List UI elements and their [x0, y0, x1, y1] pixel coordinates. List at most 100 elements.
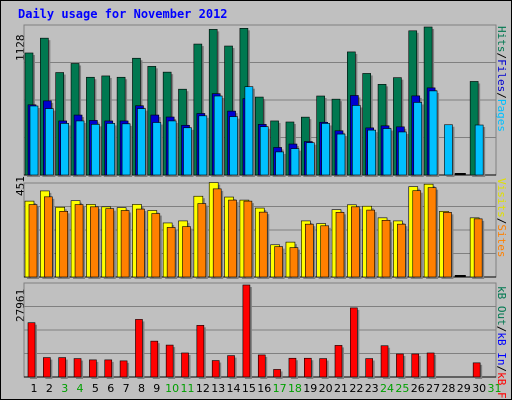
- bar-sites-17: [274, 246, 283, 278]
- x-tick-5: 5: [92, 382, 99, 395]
- bar-sites-5: [90, 206, 99, 278]
- bar-sites-1: [28, 204, 38, 278]
- x-tick-9: 9: [153, 382, 160, 395]
- bar-pages-24: [382, 128, 392, 176]
- bar-kbf-8: [135, 319, 143, 378]
- bar-kbf-17: [273, 369, 281, 378]
- bar-pages-3: [60, 123, 70, 176]
- bar-sites-21: [335, 212, 345, 278]
- bar-sites-6: [105, 208, 115, 278]
- bar-sites-8: [136, 208, 145, 278]
- x-tick-19: 19: [303, 382, 317, 395]
- bar-sites-22: [351, 206, 360, 278]
- bar-kbf-10: [165, 344, 174, 378]
- bar-sites-4: [74, 204, 84, 278]
- bar-kbf-5: [89, 359, 97, 378]
- x-tick-4: 4: [77, 382, 84, 395]
- x-tick-24: 24: [380, 382, 394, 395]
- bar-pages-21: [336, 133, 346, 176]
- bar-sites-30: [473, 218, 483, 278]
- x-tick-7: 7: [123, 382, 130, 395]
- bar-pages-6: [106, 123, 116, 176]
- bar-pages-16: [259, 126, 269, 176]
- bar-pages-2: [45, 108, 54, 176]
- bar-kbf-24: [380, 345, 389, 378]
- bar-kbf-3: [58, 357, 67, 378]
- bar-pages-9: [152, 122, 162, 176]
- bar-pages-15: [244, 86, 254, 176]
- x-tick-21: 21: [334, 382, 348, 395]
- bar-pages-20: [321, 123, 330, 176]
- x-tick-10: 10: [165, 382, 179, 395]
- bar-kbf-9: [150, 340, 159, 378]
- bar-kbf-16: [257, 354, 266, 378]
- x-tick-1: 1: [31, 382, 38, 395]
- bar-sites-9: [151, 213, 161, 278]
- x-tick-26: 26: [411, 382, 425, 395]
- bar-kbf-12: [196, 325, 205, 378]
- bar-kbf-25: [396, 353, 404, 378]
- bar-sites-12: [197, 203, 207, 278]
- bar-sites-15: [243, 200, 253, 278]
- bar-pages-4: [75, 120, 85, 176]
- bar-pages-26: [413, 102, 423, 176]
- bar-pages-28: [444, 124, 453, 176]
- bar-sites-27: [427, 187, 437, 278]
- x-tick-25: 25: [395, 382, 409, 395]
- bar-kbf-6: [104, 359, 113, 378]
- x-tick-23: 23: [365, 382, 379, 395]
- x-tick-31: 31: [488, 382, 502, 395]
- bar-kbf-7: [119, 360, 128, 378]
- x-tick-13: 13: [211, 382, 225, 395]
- x-tick-6: 6: [107, 382, 114, 395]
- x-tick-28: 28: [441, 382, 455, 395]
- bar-pages-10: [167, 120, 177, 176]
- bar-kbf-19: [303, 357, 312, 378]
- bar-sites-13: [212, 188, 222, 278]
- x-tick-30: 30: [472, 382, 486, 395]
- bar-sites-26: [412, 190, 422, 278]
- x-tick-20: 20: [319, 382, 333, 395]
- x-tick-3: 3: [61, 382, 68, 395]
- bar-pages-23: [367, 129, 377, 176]
- bar-sites-24: [381, 219, 391, 278]
- bar-sites-2: [44, 196, 53, 278]
- bar-sites-23: [366, 209, 376, 278]
- bar-kbf-30: [472, 362, 481, 378]
- bar-kbf-11: [181, 352, 189, 378]
- bar-pages-5: [91, 124, 100, 176]
- bar-kbf-18: [288, 357, 297, 378]
- x-tick-27: 27: [426, 382, 440, 395]
- bar-sites-11: [182, 226, 191, 278]
- bar-sites-10: [166, 227, 176, 278]
- bar-kbf-20: [319, 358, 327, 378]
- x-tick-15: 15: [242, 382, 256, 395]
- bar-pages-8: [137, 108, 146, 176]
- bar-sites-20: [320, 225, 329, 278]
- bar-sites-28: [443, 212, 452, 278]
- bar-pages-1: [29, 105, 39, 176]
- bar-pages-19: [305, 142, 315, 176]
- x-tick-22: 22: [349, 382, 363, 395]
- bar-sites-18: [289, 247, 299, 278]
- bar-sites-14: [228, 199, 237, 278]
- x-tick-8: 8: [138, 382, 145, 395]
- x-tick-16: 16: [257, 382, 271, 395]
- bar-kbf-14: [227, 355, 235, 378]
- bar-kbf-1: [27, 322, 36, 378]
- bar-kbf-13: [211, 360, 220, 378]
- x-tick-2: 2: [46, 382, 53, 395]
- x-tick-17: 17: [273, 382, 287, 395]
- bar-sites-7: [120, 210, 130, 278]
- bar-pages-30: [474, 124, 484, 176]
- bar-kbf-27: [426, 352, 435, 378]
- bar-pages-18: [290, 148, 300, 176]
- bar-sites-16: [258, 211, 268, 278]
- bar-pages-27: [428, 90, 438, 176]
- x-tick-12: 12: [196, 382, 210, 395]
- bar-sites-3: [59, 211, 69, 278]
- bar-pages-17: [275, 151, 284, 176]
- bar-kbf-2: [43, 357, 51, 378]
- bar-pages-12: [198, 115, 208, 176]
- bar-pages-14: [229, 116, 238, 176]
